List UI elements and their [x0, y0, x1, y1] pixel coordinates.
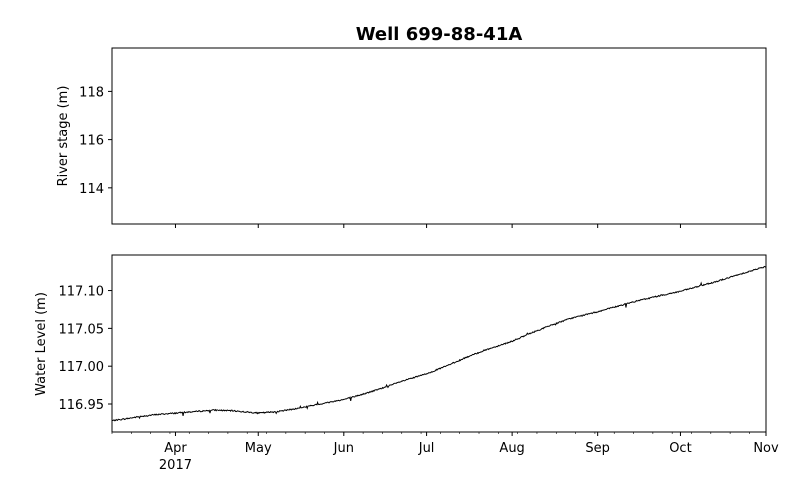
bottom-x-ticks: Apr 2017 May Jun Jul Aug Sep Oct Nov	[111, 432, 779, 473]
bottom-x-tick-label: Nov	[753, 441, 779, 456]
bottom-x-tick-label: Oct	[669, 441, 691, 456]
bottom-axes: 116.95 117.00 117.05 117.10 Apr 2017 May Jun Ju…	[34, 254, 779, 473]
chart-title: Well 699-88-41A	[356, 24, 523, 45]
bottom-plot-frame	[111, 254, 767, 433]
bottom-y-tick-label: 117.00	[59, 360, 105, 375]
bottom-x-tick-label: Apr 2017	[159, 441, 192, 473]
bottom-y-tick-label: 117.10	[59, 285, 105, 300]
bottom-x-tick-label: May	[245, 441, 272, 456]
top-plot-frame	[111, 47, 767, 225]
bottom-x-tick-label: Jun	[333, 441, 354, 456]
top-y-tick-label: 118	[79, 85, 104, 100]
top-y-tick-label: 114	[79, 182, 104, 197]
bottom-y-tick-label: 117.05	[59, 322, 105, 337]
top-y-axis-label: River stage (m)	[56, 86, 71, 187]
bottom-y-axis-label: Water Level (m)	[34, 292, 49, 396]
bottom-x-tick-label: Sep	[585, 441, 610, 456]
top-x-ticks	[174, 224, 767, 228]
water-level-line	[111, 265, 767, 422]
bottom-y-ticks: 116.95 117.00 117.05 117.10	[59, 285, 112, 413]
top-y-ticks: 114 116 118	[79, 85, 112, 197]
bottom-y-tick-label: 116.95	[59, 398, 105, 413]
water-level-series	[111, 265, 767, 422]
top-y-tick-label: 116	[79, 134, 104, 149]
bottom-x-tick-label: Aug	[499, 441, 524, 456]
top-axes: 114 116 118 River stage (m)	[56, 47, 767, 228]
bottom-x-tick-label: Jul	[418, 441, 435, 456]
